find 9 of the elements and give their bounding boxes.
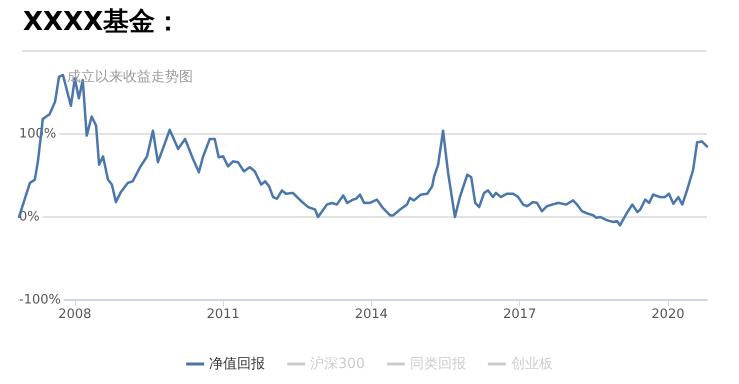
text: 成立以来收益走势图 xyxy=(67,69,193,85)
chart-title: XXXX基金： xyxy=(23,7,182,37)
x-tick-label: 2017 xyxy=(503,307,536,322)
x-tick-label: 2008 xyxy=(58,307,92,322)
legend-label: 净值回报 xyxy=(209,356,266,372)
y-tick-label: -100% xyxy=(19,292,61,308)
x-tick-label: 2014 xyxy=(354,307,388,322)
x-tick-label: 2011 xyxy=(206,307,240,322)
x-tick-label: 2020 xyxy=(651,307,684,322)
